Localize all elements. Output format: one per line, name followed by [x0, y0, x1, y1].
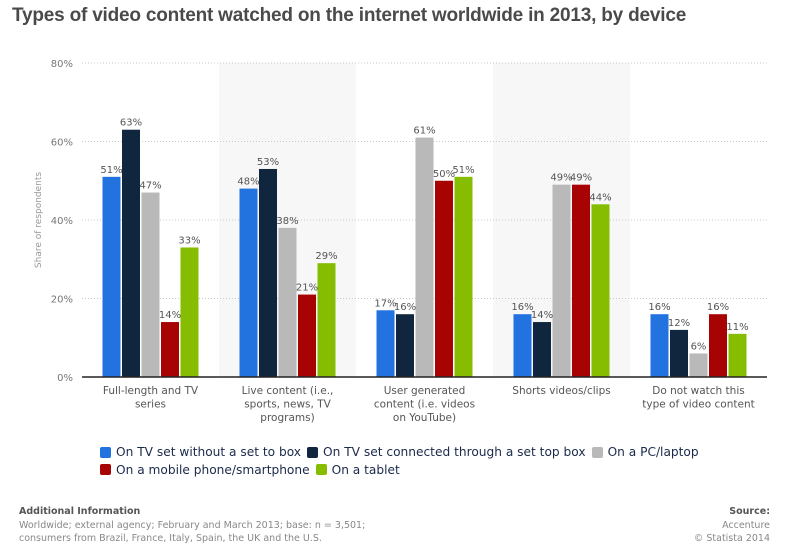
- legend-item[interactable]: On TV set without a set to box: [100, 444, 301, 460]
- legend-label: On a mobile phone/smartphone: [116, 462, 310, 477]
- data-label: 16%: [511, 302, 533, 313]
- y-tick-label: 60%: [51, 138, 73, 149]
- bar[interactable]: [376, 310, 395, 377]
- bar[interactable]: [572, 184, 590, 377]
- data-label: 12%: [668, 318, 690, 329]
- bar[interactable]: [180, 247, 199, 377]
- bar[interactable]: [415, 137, 434, 377]
- data-label: 53%: [257, 157, 279, 168]
- legend: On TV set without a set to box On TV set …: [100, 444, 740, 479]
- legend-swatch-icon: [307, 446, 319, 458]
- data-label: 51%: [100, 165, 122, 176]
- legend-item[interactable]: On TV set connected through a set top bo…: [307, 444, 586, 460]
- data-label: 49%: [570, 173, 592, 184]
- additional-info-line: consumers from Brazil, France, Italy, Sp…: [19, 533, 322, 544]
- data-label: 16%: [394, 302, 416, 313]
- source-info: Source: Accenture © Statista 2014: [694, 505, 770, 546]
- legend-label: On a tablet: [331, 462, 400, 477]
- bar[interactable]: [591, 204, 610, 377]
- data-label: 61%: [413, 126, 435, 137]
- legend-item[interactable]: On a tablet: [315, 462, 400, 478]
- bar[interactable]: [552, 184, 571, 377]
- x-category-label: Live content (i.e., sports, news, TV progr…: [242, 385, 334, 424]
- bar[interactable]: [454, 176, 473, 377]
- y-tick-label: 0%: [57, 373, 73, 384]
- bar[interactable]: [435, 180, 453, 377]
- legend-label: On TV set without a set to box: [116, 445, 302, 459]
- bar[interactable]: [239, 188, 258, 377]
- legend-label: On a PC/laptop: [607, 445, 699, 459]
- bar[interactable]: [689, 353, 708, 377]
- bar[interactable]: [122, 129, 140, 377]
- data-label: 16%: [707, 302, 729, 313]
- bar[interactable]: [728, 333, 747, 377]
- y-axis-title: Share of respondents: [34, 172, 44, 269]
- bar[interactable]: [670, 329, 688, 377]
- category-labels: Full-length and TV series Live content (i.…: [103, 385, 755, 424]
- additional-info-heading: Additional Information: [19, 506, 141, 517]
- x-category-label: User generated content (i.e. videos on You…: [374, 385, 475, 424]
- data-label: 63%: [120, 118, 142, 129]
- data-label: 29%: [315, 251, 337, 262]
- data-label: 38%: [276, 216, 298, 227]
- bar[interactable]: [396, 314, 414, 377]
- data-label: 14%: [531, 310, 553, 321]
- data-label: 16%: [648, 302, 670, 313]
- y-tick-label: 20%: [51, 295, 73, 306]
- bars: [102, 129, 747, 377]
- data-label: 50%: [433, 169, 455, 180]
- bar[interactable]: [259, 168, 277, 377]
- legend-swatch-icon: [591, 446, 603, 458]
- bar[interactable]: [650, 314, 669, 377]
- y-tick-label: 80%: [51, 59, 73, 70]
- source-name: Accenture: [722, 519, 770, 531]
- bar[interactable]: [141, 192, 160, 377]
- data-label: 21%: [296, 283, 318, 294]
- legend-swatch-icon: [100, 446, 111, 458]
- data-label: 49%: [550, 173, 572, 184]
- bar[interactable]: [709, 314, 727, 377]
- legend-swatch-icon: [100, 464, 111, 475]
- data-label: 11%: [726, 322, 748, 333]
- legend-item[interactable]: On a PC/laptop: [591, 444, 699, 460]
- legend-item[interactable]: On a mobile phone/smartphone: [100, 462, 310, 478]
- x-category-label: Shorts videos/clips: [512, 385, 610, 397]
- additional-info-line: Worldwide; external agency; February and…: [19, 519, 366, 531]
- additional-information: Additional Information Worldwide; extern…: [19, 505, 365, 546]
- data-label: 47%: [139, 181, 161, 192]
- x-category-label: Full-length and TV series: [103, 385, 199, 411]
- legend-swatch-icon: [315, 464, 327, 475]
- bar[interactable]: [533, 322, 551, 377]
- data-label: 48%: [237, 177, 259, 188]
- bar[interactable]: [278, 227, 297, 377]
- bar[interactable]: [513, 314, 532, 377]
- bar[interactable]: [298, 294, 316, 377]
- bar[interactable]: [161, 322, 179, 377]
- data-label: 44%: [589, 192, 611, 203]
- data-label: 6%: [691, 341, 707, 352]
- y-axis-ticks: 0% 20% 40% 60% 80%: [51, 59, 73, 384]
- data-label: 33%: [178, 235, 200, 246]
- y-tick-label: 40%: [51, 216, 73, 227]
- bar[interactable]: [317, 263, 336, 377]
- data-label: 51%: [452, 165, 474, 176]
- copyright: © Statista 2014: [693, 533, 770, 544]
- source-heading: Source:: [729, 506, 770, 517]
- bar-chart: 0% 20% 40% 60% 80% Share of respondents 51% 6…: [34, 59, 767, 424]
- data-label: 14%: [159, 310, 181, 321]
- data-labels: 51%63%47%14%33%48%53%38%21%29%17%16%61%5…: [100, 118, 748, 353]
- bar[interactable]: [102, 176, 121, 377]
- legend-label: On TV set connected through a set top bo…: [323, 445, 586, 459]
- chart-title: Types of video content watched on the in…: [12, 5, 687, 26]
- x-category-label: Do not watch this type of video content: [642, 385, 754, 411]
- data-label: 17%: [374, 298, 396, 309]
